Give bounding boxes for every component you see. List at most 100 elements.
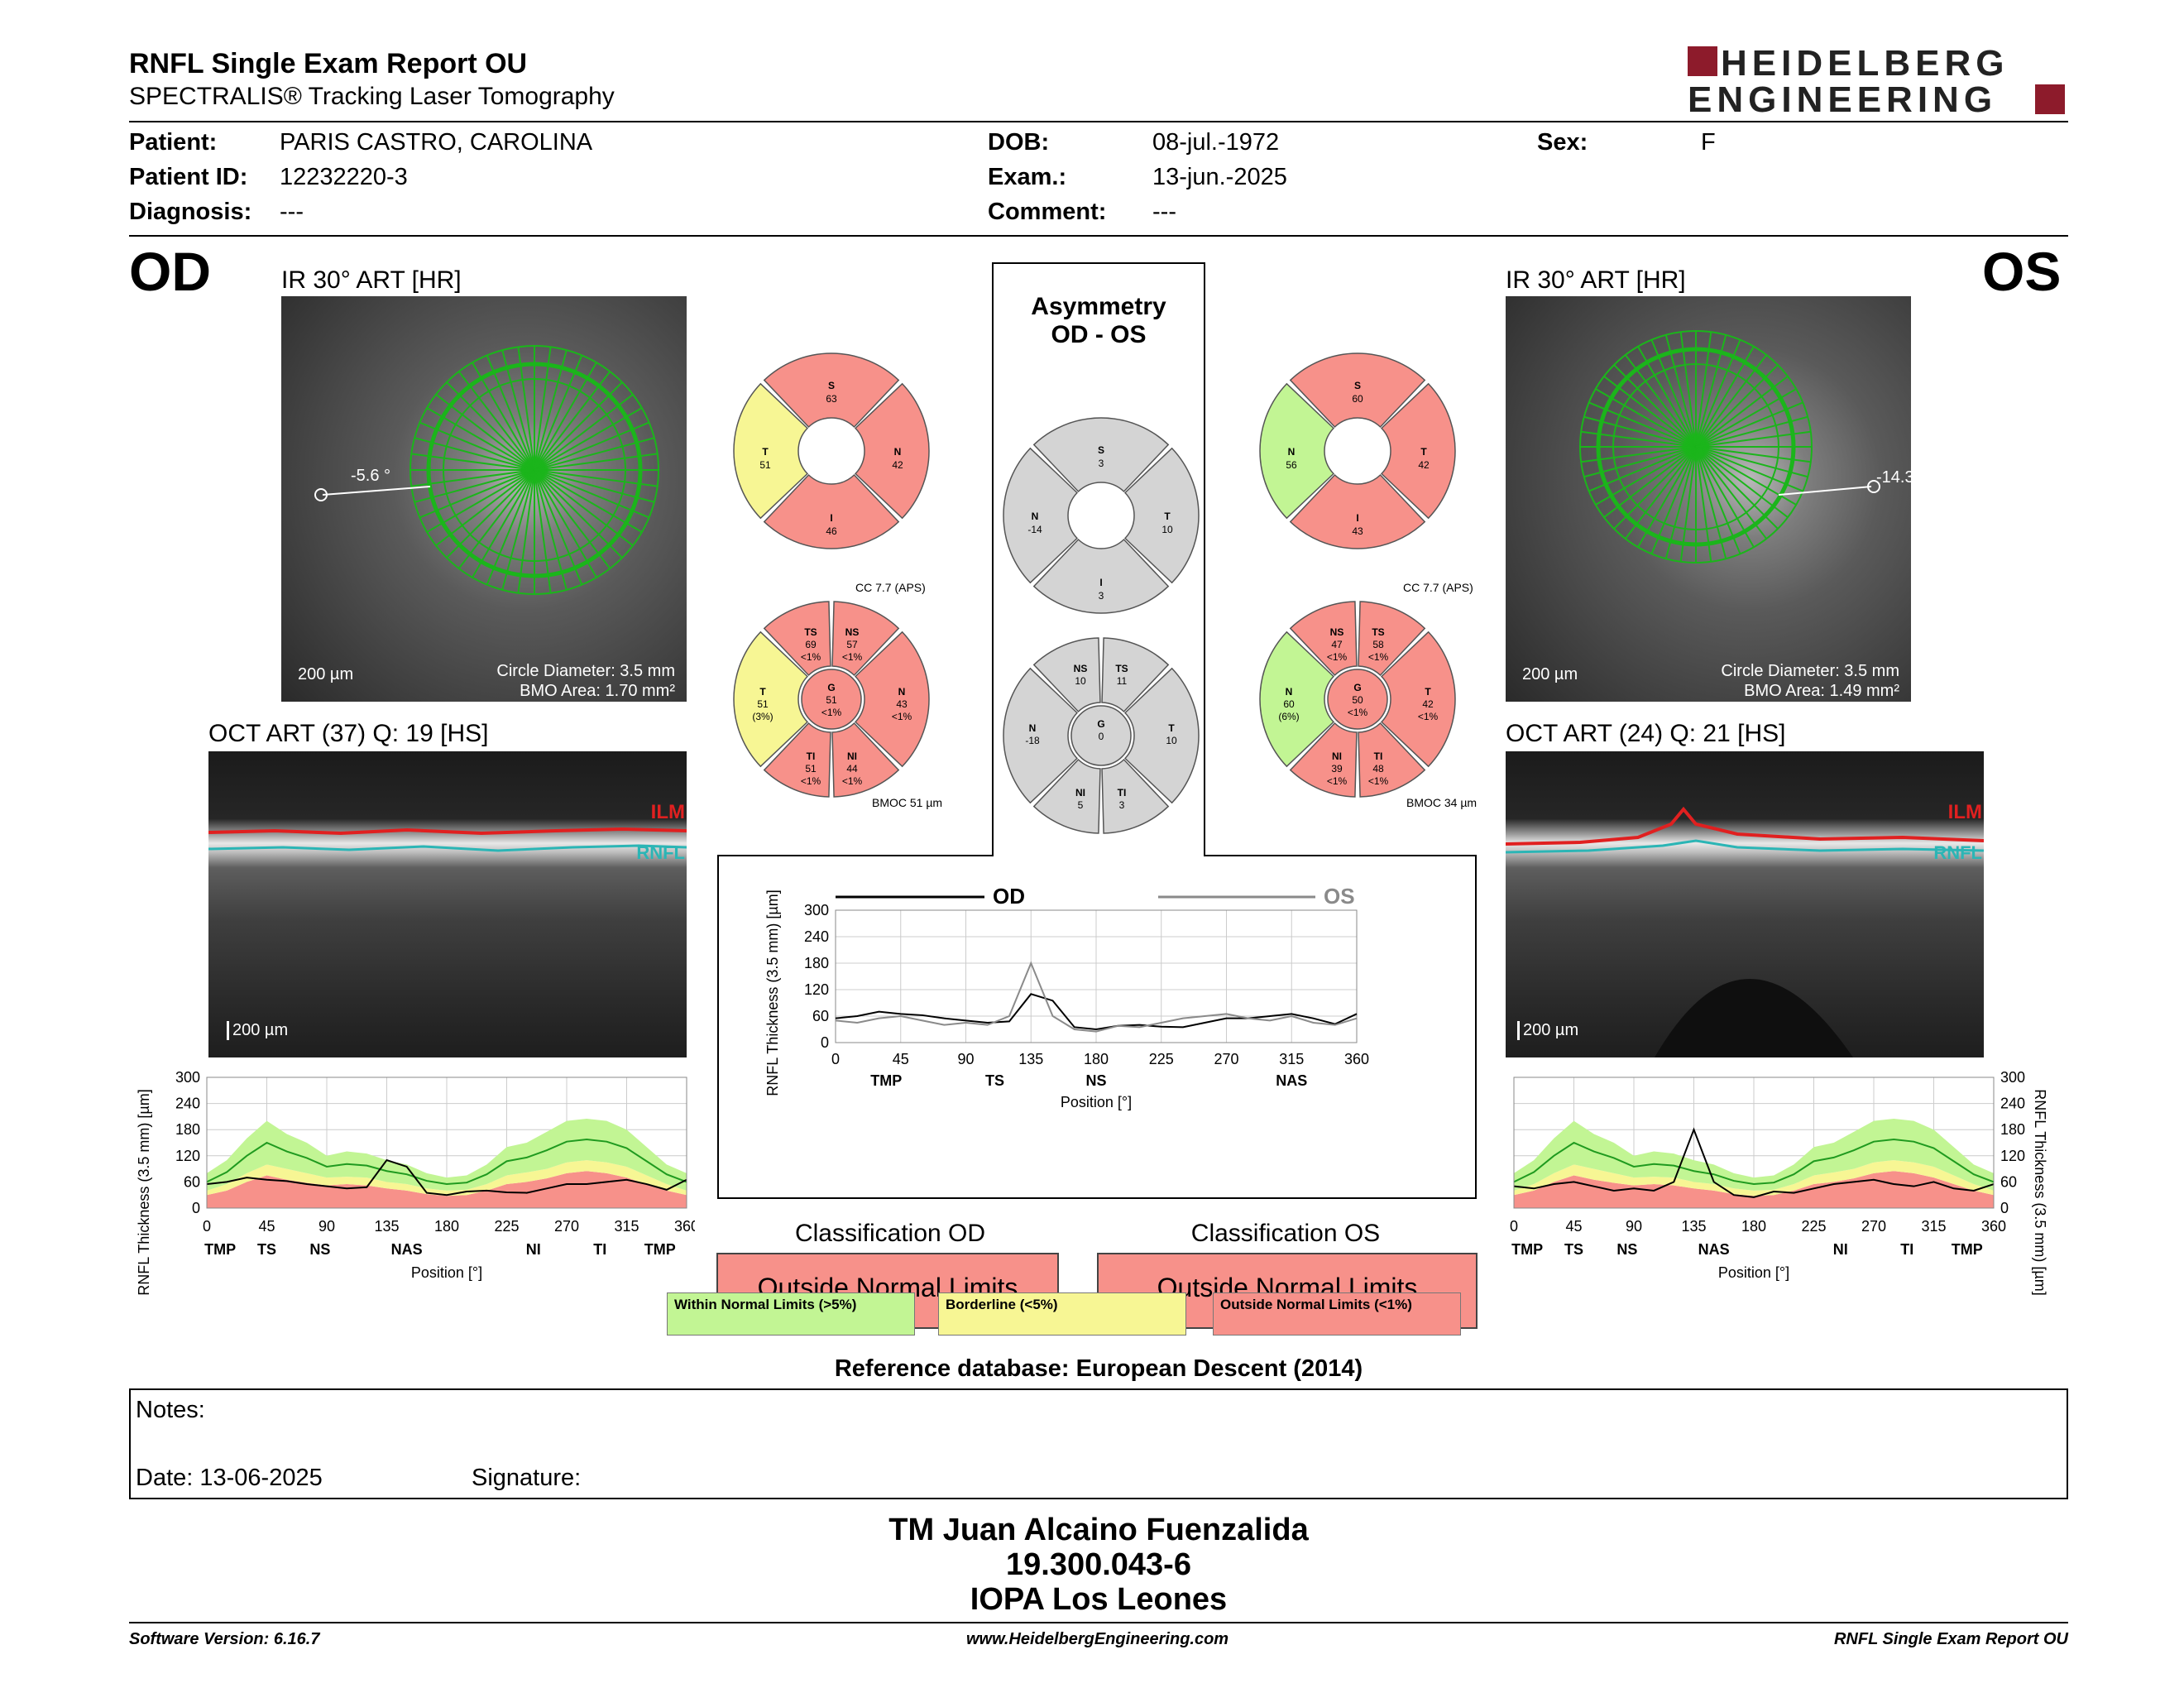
x-tick: 0 — [203, 1218, 211, 1235]
sector-value-t: -14 — [1027, 524, 1042, 535]
sector-pct-t: (6%) — [1278, 711, 1299, 722]
sector-s — [1032, 417, 1170, 493]
sector-axis-label: TS — [985, 1072, 1004, 1089]
sector-pct-n: <1% — [892, 711, 912, 722]
report-title: RNFL Single Exam Report OU — [129, 48, 528, 79]
sector-label-s: S — [1354, 380, 1361, 391]
sector-value-i: 46 — [826, 525, 837, 537]
y-tick: 60 — [812, 1008, 829, 1024]
os-scan-circle — [1579, 330, 1880, 563]
x-axis-label: Position [°] — [1718, 1264, 1789, 1281]
sector-label-g: G — [827, 682, 835, 693]
notes-label: Notes: — [136, 1397, 205, 1423]
sector-axis-label: NS — [309, 1241, 330, 1258]
x-axis-label: Position [°] — [1061, 1094, 1132, 1110]
logo-square-top — [1688, 46, 1717, 76]
od-4-sector-chart: S 63 N42 I46 T51 — [733, 352, 930, 549]
od-cc-label: CC 7.7 (APS) — [855, 581, 926, 594]
os-tsnit-chart: 300 240 180 120 60 0 0 45 90 135 180 225 270 315 360 TM… — [1510, 1069, 2048, 1296]
sector-t — [1259, 382, 1335, 520]
y-tick: 120 — [175, 1148, 200, 1164]
x-tick: 90 — [957, 1051, 974, 1067]
signature-name: TM Juan Alcaino Fuenzalida — [888, 1513, 1309, 1547]
asymmetry-frame — [717, 262, 1477, 1199]
sector-axis-label: TMP — [1511, 1241, 1543, 1258]
y-tick: 60 — [184, 1173, 200, 1190]
sector-label-n: T — [1168, 722, 1175, 734]
y-axis-label: RNFL Thickness (3.5 mm) [µm] — [2032, 1089, 2048, 1295]
patient-id-value: 12232220-3 — [280, 164, 408, 190]
x-tick: 270 — [1214, 1051, 1238, 1067]
sector-label-ns: TS — [1115, 663, 1128, 674]
x-tick: 225 — [1149, 1051, 1174, 1067]
os-6-sector-chart: NS47<1%TS58<1%T42<1%TI48<1%NI39<1%N60(6%… — [1259, 601, 1456, 798]
os-oct-image: ILM RNFL 200 µm — [1506, 751, 1984, 1057]
od-bmo-area: BMO Area: 1.70 mm² — [520, 682, 675, 700]
footer-report: RNFL Single Exam Report OU — [1833, 1630, 2068, 1648]
os-oct-scale: 200 µm — [1517, 1021, 1578, 1040]
footer-website: www.HeidelbergEngineering.com — [966, 1630, 1229, 1648]
sector-label-s: S — [828, 380, 835, 391]
sector-label-ti: NI — [1075, 787, 1085, 798]
x-tick: 315 — [1921, 1218, 1946, 1235]
y-tick: 180 — [2000, 1121, 2025, 1138]
os-4-sector-chart: S 60 T42 I43 N56 — [1259, 352, 1456, 549]
sector-axis-label: NS — [1616, 1241, 1637, 1258]
sector-label-g: G — [1097, 718, 1104, 730]
sector-ni — [1358, 722, 1426, 798]
sector-label-n: T — [1420, 446, 1427, 458]
sector-ti — [1289, 722, 1358, 798]
eye-label-os: OS — [1982, 241, 2062, 302]
sector-label-ns: TS — [1372, 626, 1384, 638]
od-oct-image: ILM RNFL 200 µm — [208, 751, 687, 1057]
sector-i — [1289, 473, 1426, 549]
sector-value-s: 60 — [1352, 393, 1363, 405]
sector-n — [1380, 631, 1456, 768]
header-divider — [129, 121, 2068, 122]
sector-label-i: I — [1099, 577, 1102, 588]
sector-pct-ts: <1% — [801, 651, 821, 663]
sector-value-ns: 11 — [1117, 675, 1128, 687]
sector-n — [1380, 382, 1456, 520]
sector-ti — [763, 722, 831, 798]
od-rnfl-label: RNFL — [636, 842, 685, 863]
sector-axis-label: TI — [1900, 1241, 1913, 1258]
y-tick: 180 — [175, 1121, 200, 1138]
sector-n — [854, 631, 930, 768]
sector-label-s: S — [1098, 444, 1104, 456]
sector-t — [733, 631, 809, 768]
band-normal — [1514, 1119, 1994, 1191]
sector-value-ni: 48 — [1372, 763, 1384, 774]
sector-value-n: 42 — [892, 459, 903, 471]
sector-label-ni: TI — [1374, 750, 1383, 762]
sector-label-ni: TI — [1118, 787, 1127, 798]
x-tick: 180 — [1084, 1051, 1109, 1067]
sector-value-t: -18 — [1025, 735, 1040, 746]
reference-database: Reference database: European Descent (20… — [834, 1355, 1363, 1382]
y-tick: 120 — [2000, 1148, 2025, 1164]
x-tick: 315 — [614, 1218, 639, 1235]
sector-value-n: 10 — [1161, 524, 1173, 535]
sector-ni — [831, 722, 900, 798]
patient-divider — [129, 235, 2068, 237]
sector-axis-label: NAS — [1276, 1072, 1307, 1089]
normal-mean-line — [1513, 1139, 1995, 1186]
series-od — [835, 993, 1358, 1031]
sector-value-g: 50 — [1352, 694, 1363, 706]
os-circle-diameter: Circle Diameter: 3.5 mm — [1721, 662, 1899, 680]
sector-s — [763, 352, 900, 429]
y-axis-label: RNFL Thickness (3.5 mm) [µm] — [136, 1089, 152, 1295]
od-ir-title: IR 30° ART [HR] — [281, 266, 462, 294]
comment-label: Comment: — [988, 199, 1107, 225]
sector-value-t: 51 — [757, 698, 769, 710]
y-tick: 120 — [804, 981, 829, 998]
sector-value-ts: 69 — [805, 639, 817, 650]
x-tick: 360 — [1981, 1218, 2006, 1235]
y-tick: 180 — [804, 955, 829, 971]
notes-signature: Signature: — [472, 1465, 582, 1491]
sector-label-t: N — [1288, 446, 1296, 458]
sector-label-ts: NS — [1074, 663, 1088, 674]
y-tick: 300 — [2000, 1069, 2025, 1086]
classification-od-title: Classification OD — [794, 1220, 986, 1247]
sector-value-n: 42 — [1418, 459, 1430, 471]
